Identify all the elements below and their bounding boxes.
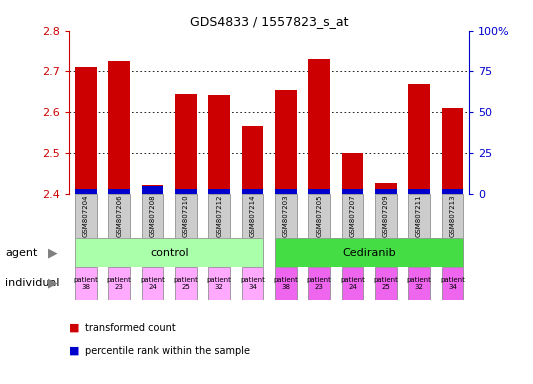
Text: GSM807210: GSM807210 (183, 195, 189, 237)
Text: GSM807208: GSM807208 (150, 195, 156, 237)
Text: GSM807213: GSM807213 (449, 195, 455, 237)
Text: ■: ■ (69, 323, 80, 333)
Bar (408, 189, 430, 194)
Title: GDS4833 / 1557823_s_at: GDS4833 / 1557823_s_at (190, 15, 349, 28)
Bar (175, 194, 197, 238)
Bar (142, 185, 164, 194)
Bar (175, 94, 197, 194)
Bar (75, 194, 97, 238)
Bar (342, 194, 364, 238)
Text: patient
32: patient 32 (207, 277, 232, 290)
Bar (342, 153, 364, 194)
Text: percentile rank within the sample: percentile rank within the sample (85, 346, 251, 356)
Text: transformed count: transformed count (85, 323, 176, 333)
Bar (208, 95, 230, 194)
Bar (241, 267, 263, 300)
Text: GSM807211: GSM807211 (416, 195, 422, 237)
Bar (441, 267, 463, 300)
Bar (241, 189, 263, 194)
Bar (75, 67, 97, 194)
Text: GSM807206: GSM807206 (116, 195, 122, 237)
Text: GSM807203: GSM807203 (283, 195, 289, 237)
Bar (275, 267, 297, 300)
Bar (441, 194, 463, 238)
Bar (241, 194, 263, 238)
Bar (375, 189, 397, 194)
Bar (308, 194, 330, 238)
Text: patient
23: patient 23 (306, 277, 332, 290)
Bar (275, 238, 463, 267)
Text: Cediranib: Cediranib (342, 248, 396, 258)
Text: ▶: ▶ (48, 246, 58, 259)
Text: ▶: ▶ (48, 277, 58, 290)
Text: GSM807212: GSM807212 (216, 195, 222, 237)
Bar (308, 59, 330, 194)
Bar (275, 189, 297, 194)
Bar (275, 194, 297, 238)
Text: patient
32: patient 32 (407, 277, 432, 290)
Bar (408, 84, 430, 194)
Bar (308, 267, 330, 300)
Bar (342, 189, 364, 194)
Bar (75, 267, 97, 300)
Bar (108, 267, 130, 300)
Bar (208, 194, 230, 238)
Bar (241, 126, 263, 194)
Bar (441, 189, 463, 194)
Text: GSM807205: GSM807205 (316, 195, 322, 237)
Text: GSM807207: GSM807207 (350, 195, 356, 237)
Text: patient
34: patient 34 (440, 277, 465, 290)
Bar (208, 189, 230, 194)
Text: patient
25: patient 25 (173, 277, 198, 290)
Text: patient
25: patient 25 (373, 277, 398, 290)
Bar (441, 108, 463, 194)
Text: patient
38: patient 38 (273, 277, 298, 290)
Bar (108, 61, 130, 194)
Bar (208, 267, 230, 300)
Text: patient
24: patient 24 (340, 277, 365, 290)
Bar (375, 194, 397, 238)
Text: patient
24: patient 24 (140, 277, 165, 290)
Bar (142, 194, 164, 238)
Bar (408, 194, 430, 238)
Bar (175, 267, 197, 300)
Bar (308, 189, 330, 194)
Text: control: control (150, 248, 189, 258)
Bar (108, 194, 130, 238)
Bar (275, 90, 297, 194)
Bar (175, 189, 197, 194)
Text: patient
34: patient 34 (240, 277, 265, 290)
Text: patient
23: patient 23 (107, 277, 132, 290)
Bar (342, 267, 364, 300)
Text: GSM807209: GSM807209 (383, 195, 389, 237)
Text: GSM807214: GSM807214 (249, 195, 255, 237)
Bar (375, 267, 397, 300)
Text: patient
38: patient 38 (74, 277, 99, 290)
Bar (75, 238, 263, 267)
Bar (408, 267, 430, 300)
Bar (142, 267, 164, 300)
Bar (375, 184, 397, 194)
Text: ■: ■ (69, 346, 80, 356)
Bar (108, 189, 130, 194)
Text: GSM807204: GSM807204 (83, 195, 89, 237)
Text: agent: agent (5, 248, 38, 258)
Text: individual: individual (5, 278, 60, 288)
Bar (142, 186, 164, 194)
Bar (75, 189, 97, 194)
